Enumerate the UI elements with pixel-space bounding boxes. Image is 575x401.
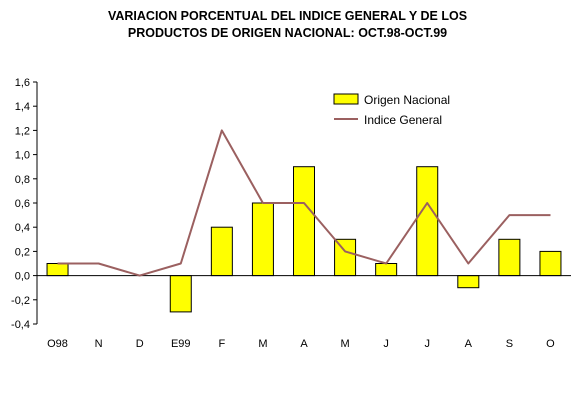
x-tick-label: M	[258, 338, 267, 350]
bar	[416, 166, 439, 277]
bar	[457, 275, 480, 289]
bar	[498, 238, 521, 277]
bar	[46, 263, 69, 277]
x-tick-label: M	[340, 338, 349, 350]
bar	[539, 250, 562, 277]
x-tick-label: F	[218, 338, 225, 350]
y-tick-label: 1,2	[15, 125, 30, 137]
line-series-indice-general	[57, 129, 551, 277]
y-axis: -0,4 -0,2 0,0 0,2 0,4 0,6 0,8 1,0 1,2 1,4 1,6	[11, 77, 38, 331]
x-tick-label: S	[506, 338, 513, 350]
x-tick-label: O	[546, 338, 555, 350]
x-tick-label: J	[424, 338, 430, 350]
series-line	[57, 129, 551, 277]
chart-title: VARIACION PORCENTUAL DEL INDICE GENERAL …	[0, 8, 575, 42]
x-tick-label: E99	[171, 338, 191, 350]
y-tick-label: -0,2	[11, 295, 30, 307]
chart-title-line-2: PRODUCTOS DE ORIGEN NACIONAL: OCT.98-OCT…	[127, 26, 448, 40]
y-tick-label: 0,4	[15, 222, 30, 234]
legend-swatch-origen-nacional	[333, 93, 359, 105]
bar	[375, 263, 398, 277]
bar	[169, 275, 192, 313]
y-tick-label: 0,2	[15, 246, 30, 258]
y-tick-label: 0,8	[15, 174, 30, 186]
y-tick-label: 0,0	[15, 271, 30, 283]
y-tick-label: 0,6	[15, 198, 30, 210]
bar-series-origen-nacional	[46, 166, 562, 313]
y-tick-label: -0,4	[11, 319, 30, 331]
legend-label-origen-nacional: Origen Nacional	[364, 93, 450, 107]
y-tick-label: 1,6	[15, 77, 30, 89]
chart-title-line-1: VARIACION PORCENTUAL DEL INDICE GENERAL …	[107, 9, 468, 23]
x-tick-label: A	[300, 338, 308, 350]
y-tick-label: 1,0	[15, 150, 30, 162]
bar	[293, 166, 315, 277]
y-tick-label: 1,4	[15, 101, 30, 113]
x-tick-label: O98	[47, 338, 68, 350]
bar	[210, 226, 233, 277]
legend: Origen Nacional Indice General	[333, 93, 450, 127]
x-tick-label: J	[383, 338, 389, 350]
bar	[334, 238, 357, 277]
x-axis: O98 N D E99 F M A M J J A S O	[47, 338, 555, 350]
x-tick-label: A	[465, 338, 473, 350]
legend-label-indice-general: Indice General	[364, 113, 442, 127]
x-tick-label: N	[95, 338, 103, 350]
x-tick-label: D	[136, 338, 144, 350]
bar	[251, 202, 274, 277]
